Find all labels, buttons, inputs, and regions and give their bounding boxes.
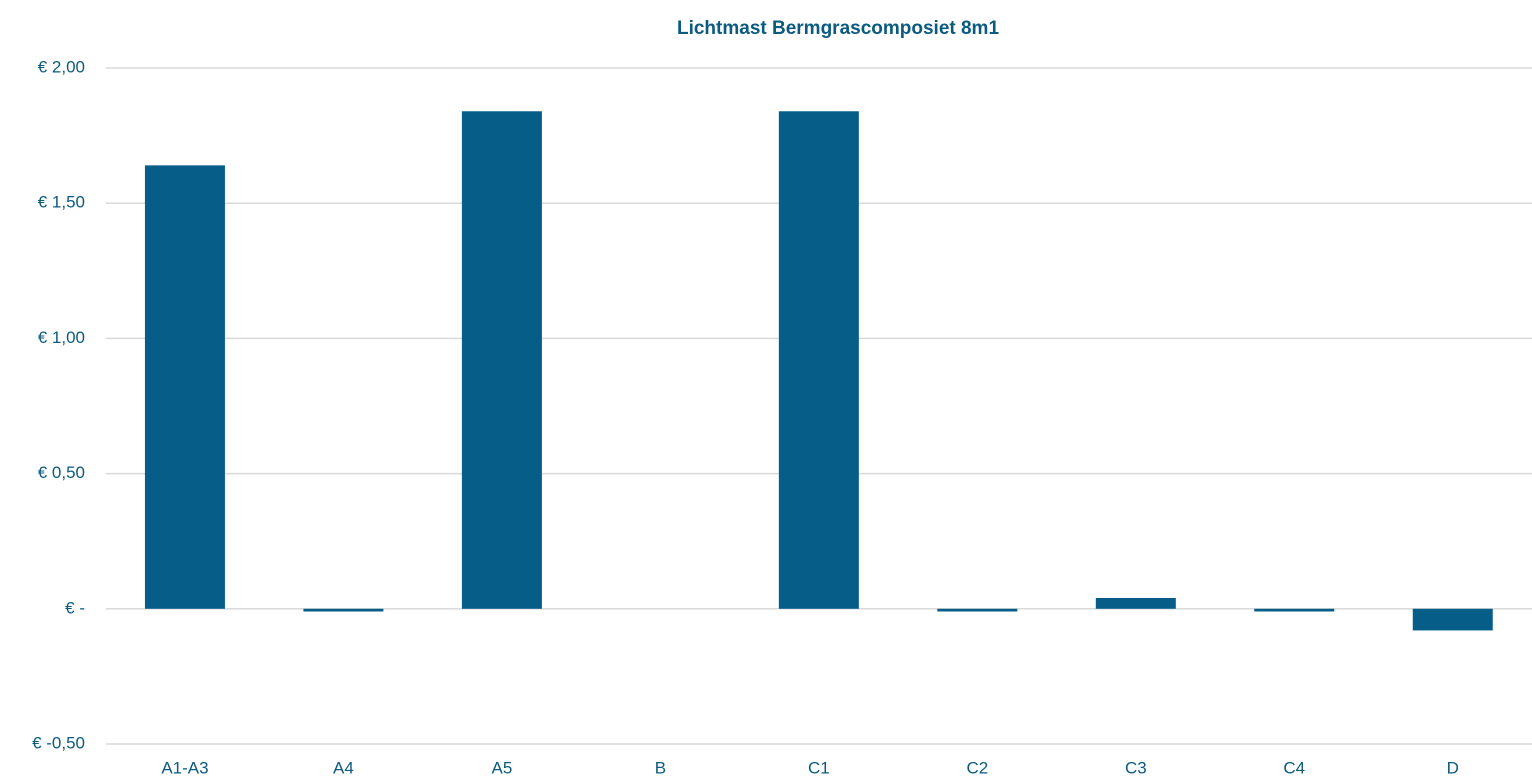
y-tick-label: € 0,50	[38, 463, 85, 482]
chart-title: Lichtmast Bermgrascomposiet 8m1	[677, 18, 999, 39]
y-tick-label: € -	[65, 598, 85, 617]
y-tick-label: € -0,50	[32, 733, 85, 752]
bar	[937, 608, 1018, 612]
x-tick-label: C4	[1283, 758, 1305, 777]
bar	[144, 165, 225, 609]
x-tick-label: A5	[491, 758, 512, 777]
bar	[1412, 608, 1493, 631]
x-tick-label: D	[1447, 758, 1459, 777]
bar	[778, 111, 859, 609]
x-tick-label: A4	[333, 758, 354, 777]
x-tick-label: C1	[808, 758, 830, 777]
x-tick-label: C2	[966, 758, 988, 777]
bar	[303, 608, 384, 612]
bar	[1254, 608, 1335, 612]
x-tick-label: B	[655, 758, 666, 777]
x-tick-label: C3	[1125, 758, 1147, 777]
bar	[461, 111, 542, 609]
y-tick-label: € 1,00	[38, 328, 85, 347]
x-tick-label: A1-A3	[161, 758, 208, 777]
bar	[1095, 597, 1176, 609]
y-tick-label: € 1,50	[38, 193, 85, 212]
y-tick-label: € 2,00	[38, 57, 85, 76]
